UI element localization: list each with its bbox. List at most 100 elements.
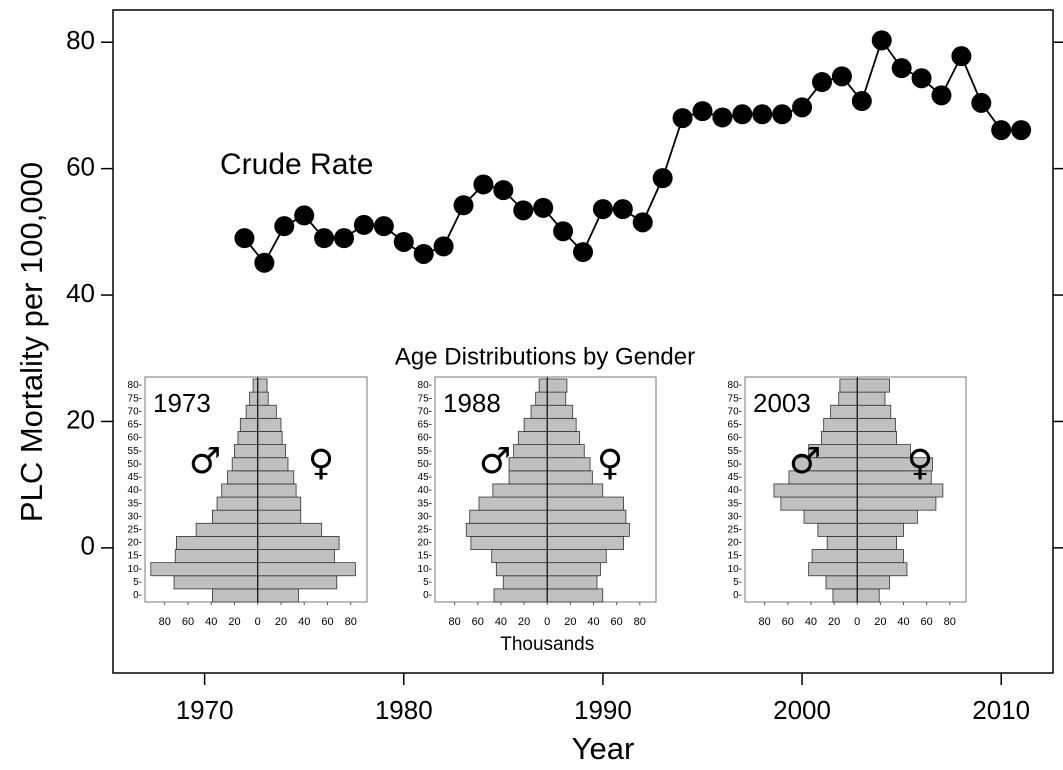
male-bar xyxy=(492,483,548,498)
male-bar xyxy=(838,391,858,406)
x-tick-label: 20 xyxy=(874,616,886,628)
plot-frame xyxy=(112,9,1054,674)
data-point xyxy=(1011,120,1032,141)
male-bar xyxy=(195,522,259,537)
female-bar xyxy=(257,470,295,485)
male-bar xyxy=(780,496,858,511)
data-point xyxy=(792,97,813,118)
y-tick-label: 0 xyxy=(81,531,95,561)
male-bar xyxy=(478,496,548,511)
data-point xyxy=(712,107,733,128)
x-tick-label: 60 xyxy=(321,616,333,628)
male-bar xyxy=(530,404,548,419)
male-bar xyxy=(830,404,858,419)
data-point xyxy=(513,200,534,221)
x-tick-label: 40 xyxy=(897,616,909,628)
data-point xyxy=(573,242,593,263)
age-label: 40- xyxy=(128,485,142,496)
data-point xyxy=(871,30,892,51)
male-bar xyxy=(495,562,548,577)
age-label: 50- xyxy=(128,459,142,470)
male-bar xyxy=(491,549,548,564)
female-bar xyxy=(257,391,269,406)
age-label: 35- xyxy=(128,498,142,509)
male-bar xyxy=(820,431,858,445)
female-bar xyxy=(257,536,340,550)
male-bar xyxy=(508,470,548,485)
male-bar xyxy=(513,444,548,459)
female-bar xyxy=(546,522,630,537)
female-bar xyxy=(856,378,891,393)
x-tick-label: 80 xyxy=(634,616,646,628)
male-bar xyxy=(839,378,858,393)
x-tick-label: 80 xyxy=(449,616,461,628)
x-tick-label: 20 xyxy=(518,616,530,628)
x-tick-label: 60 xyxy=(182,616,194,628)
male-bar xyxy=(234,444,259,459)
male-bar xyxy=(221,483,259,498)
male-bar xyxy=(825,575,858,590)
female-bar xyxy=(546,536,625,550)
age-label: 10- xyxy=(418,564,432,575)
male-bar xyxy=(823,417,858,432)
age-label: 80- xyxy=(128,380,142,391)
x-tick-label: 60 xyxy=(611,616,623,628)
age-label: 70- xyxy=(418,406,432,417)
male-bar xyxy=(502,575,548,590)
y-tick-label: 20 xyxy=(66,404,95,434)
data-point xyxy=(473,174,494,195)
age-label: 25- xyxy=(418,524,432,535)
age-label: 10- xyxy=(728,564,742,575)
female-bar xyxy=(546,431,581,445)
female-bar xyxy=(856,522,904,537)
data-point xyxy=(971,92,992,113)
data-point xyxy=(274,216,295,237)
legend-female: ♀ xyxy=(308,443,334,484)
inset-title: 1973 xyxy=(153,388,211,418)
age-label: 20- xyxy=(418,538,432,549)
data-point xyxy=(811,72,832,93)
age-label: 60- xyxy=(728,433,742,444)
age-label: 35- xyxy=(728,498,742,509)
age-label: 5- xyxy=(133,577,142,588)
age-label: 45- xyxy=(128,472,142,483)
data-point xyxy=(453,195,474,216)
age-label: 20- xyxy=(128,538,142,549)
female-bar xyxy=(257,588,299,603)
x-tick-label: 40 xyxy=(205,616,217,628)
inset-title: 1988 xyxy=(443,388,501,418)
male-bar xyxy=(470,536,548,550)
legend-male: ♂ xyxy=(479,441,511,482)
female-bar xyxy=(257,522,323,537)
male-bar xyxy=(239,417,259,432)
female-bar xyxy=(856,562,908,577)
male-bar xyxy=(175,536,259,550)
male-bar xyxy=(811,549,858,564)
male-bar xyxy=(817,522,858,537)
age-label: 30- xyxy=(728,511,742,522)
female-bar xyxy=(856,496,937,511)
female-bar xyxy=(546,575,598,590)
age-label: 50- xyxy=(418,459,432,470)
x-tick-label: 0 xyxy=(854,616,860,628)
data-point xyxy=(334,228,355,249)
female-bar xyxy=(546,470,593,485)
x-tick-label: 40 xyxy=(495,616,507,628)
x-axis-title: Year xyxy=(572,731,635,766)
data-point xyxy=(493,180,514,201)
x-tick-label: 20 xyxy=(228,616,240,628)
female-bar xyxy=(856,444,911,459)
age-label: 20- xyxy=(728,538,742,549)
x-tick-label: 80 xyxy=(944,616,956,628)
y-axis-title: PLC Mortality per 100,000 xyxy=(14,162,49,522)
age-label: 55- xyxy=(728,446,742,457)
female-bar xyxy=(546,404,574,419)
inset-group-title: Age Distributions by Gender xyxy=(395,343,695,370)
data-point xyxy=(772,104,793,125)
female-bar xyxy=(546,444,585,459)
male-bar xyxy=(231,457,259,472)
age-label: 60- xyxy=(128,433,142,444)
x-tick-label: 80 xyxy=(159,616,171,628)
age-label: 55- xyxy=(418,446,432,457)
